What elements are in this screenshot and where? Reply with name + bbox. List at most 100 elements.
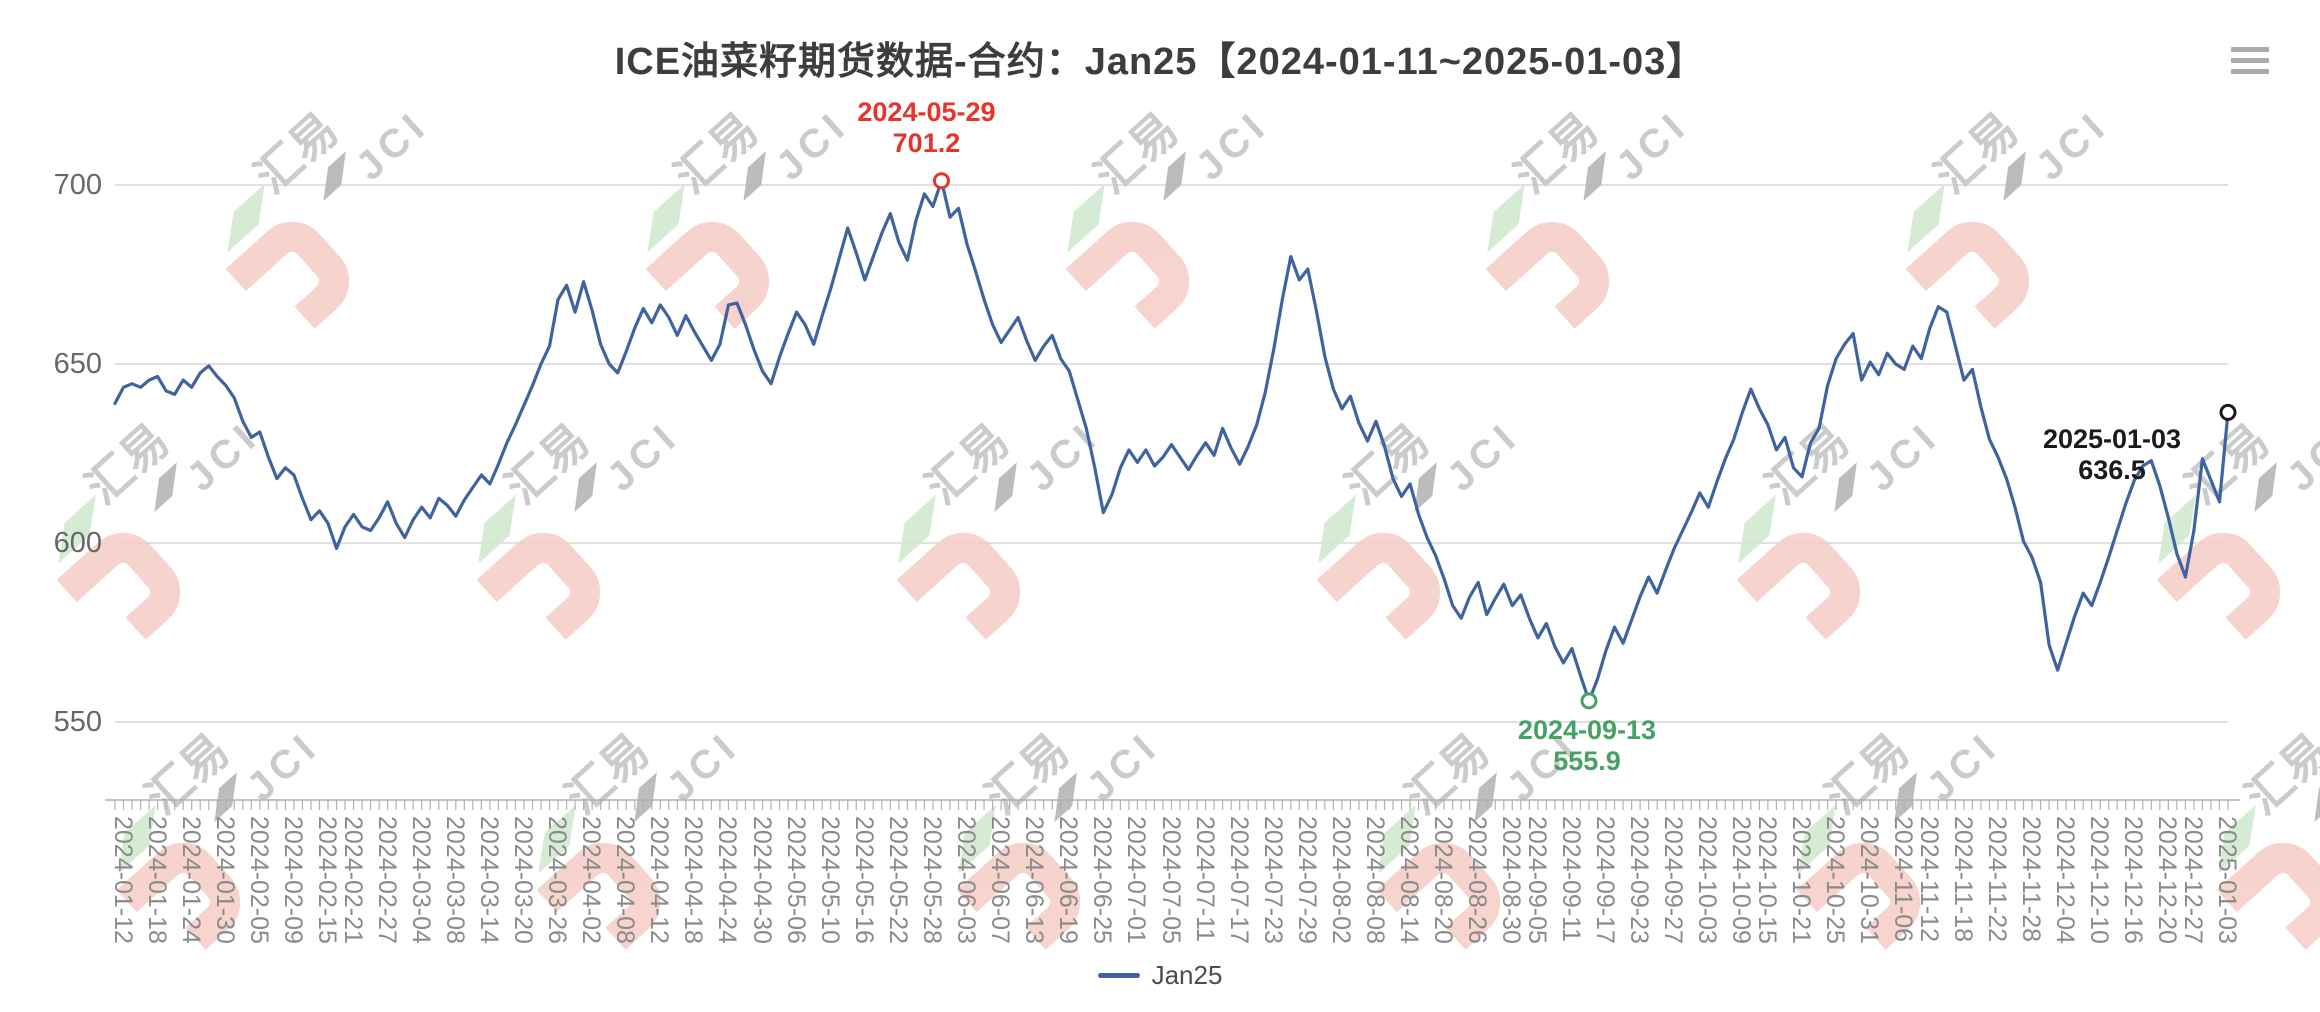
watermark-green-parallelogram bbox=[958, 804, 996, 874]
x-axis-label-2025-01-03: 2025-01-03 bbox=[2213, 816, 2241, 944]
watermark-gray-parallelogram bbox=[2003, 151, 2026, 202]
x-axis-label-2024-08-30: 2024-08-30 bbox=[1497, 816, 1526, 944]
watermark-text-jci: JCI bbox=[2028, 103, 2117, 189]
x-axis-label-2024-02-15: 2024-02-15 bbox=[313, 816, 341, 944]
x-axis-label-2024-05-22: 2024-05-22 bbox=[883, 816, 912, 944]
watermark-text-jci: JCI bbox=[1439, 414, 1528, 500]
watermark-text-jci: JCI bbox=[659, 724, 748, 810]
x-axis-label-2024-10-31: 2024-10-31 bbox=[1855, 816, 1884, 944]
x-axis-label-2024-03-20: 2024-03-20 bbox=[508, 816, 537, 944]
watermark-text-jci: JCI bbox=[1919, 724, 2008, 810]
watermark-text-huiyi: 汇易 bbox=[2236, 724, 2320, 824]
watermark-text-jci: JCI bbox=[1859, 414, 1948, 500]
x-axis-label-2024-09-11: 2024-09-11 bbox=[1556, 816, 1585, 943]
x-axis-label-2024-01-18: 2024-01-18 bbox=[142, 816, 171, 944]
watermark-green-parallelogram bbox=[1487, 183, 1525, 253]
max-point-annotation: 2024-05-29 701.2 bbox=[806, 97, 1046, 159]
watermark-gray-parallelogram bbox=[1414, 462, 1437, 513]
x-axis-label-2024-01-12: 2024-01-12 bbox=[108, 816, 137, 944]
watermark-j-hook-icon bbox=[956, 842, 1081, 950]
x-axis-label-2024-10-21: 2024-10-21 bbox=[1786, 816, 1815, 944]
min-point-marker bbox=[1580, 692, 1598, 710]
max-annotation-value: 701.2 bbox=[892, 127, 961, 158]
x-axis-label-2024-07-05: 2024-07-05 bbox=[1156, 816, 1185, 944]
watermark-j-hook-icon bbox=[2156, 532, 2281, 640]
watermark-gray-parallelogram bbox=[743, 151, 766, 202]
watermark-j-hook-icon bbox=[1905, 221, 2030, 329]
watermark-gray-parallelogram bbox=[1834, 462, 1857, 513]
min-annotation-date: 2024-09-13 bbox=[1517, 714, 1657, 745]
watermark-green-parallelogram bbox=[2158, 494, 2196, 564]
watermark-gray-parallelogram bbox=[1054, 772, 1077, 823]
watermark-green-parallelogram bbox=[2218, 804, 2256, 874]
x-axis-label-2024-09-23: 2024-09-23 bbox=[1625, 816, 1654, 944]
x-axis-label-2024-04-12: 2024-04-12 bbox=[645, 816, 674, 944]
watermark-gray-parallelogram bbox=[1583, 151, 1606, 202]
x-axis-label-2024-04-08: 2024-04-08 bbox=[611, 816, 640, 944]
watermark-j-hook-icon bbox=[56, 532, 181, 640]
watermark-green-parallelogram bbox=[1318, 494, 1356, 564]
x-axis-label-2024-10-15: 2024-10-15 bbox=[1752, 816, 1781, 944]
max-annotation-date: 2024-05-29 bbox=[857, 96, 996, 127]
x-axis-label-2024-08-08: 2024-08-08 bbox=[1360, 816, 1389, 944]
watermark-green-parallelogram bbox=[538, 804, 576, 874]
watermark-green-parallelogram bbox=[647, 183, 685, 253]
watermark-gray-parallelogram bbox=[994, 462, 1017, 513]
watermark-j-hook-icon bbox=[645, 221, 770, 329]
watermark-gray-parallelogram bbox=[634, 772, 657, 823]
watermark-j-hook-icon bbox=[476, 532, 601, 640]
y-axis-label-600: 600 bbox=[53, 527, 102, 559]
x-axis-label-2024-09-05: 2024-09-05 bbox=[1522, 816, 1551, 944]
watermark-gray-parallelogram bbox=[214, 772, 237, 823]
watermark-j-hook-icon bbox=[1376, 842, 1501, 950]
x-axis-label-2024-05-16: 2024-05-16 bbox=[849, 816, 878, 944]
x-axis-label-2024-02-09: 2024-02-09 bbox=[278, 816, 307, 944]
max-point-marker bbox=[932, 172, 950, 190]
x-axis-label-2024-08-20: 2024-08-20 bbox=[1429, 816, 1458, 944]
x-axis-label-2024-04-30: 2024-04-30 bbox=[747, 816, 776, 944]
watermark-gray-parallelogram bbox=[1474, 772, 1497, 823]
min-annotation-value: 555.9 bbox=[1553, 745, 1621, 776]
x-axis-label-2024-11-12: 2024-11-12 bbox=[1914, 816, 1943, 943]
y-axis-label-550: 550 bbox=[53, 706, 102, 738]
chart-title: ICE油菜籽期货数据-合约：Jan25【2024-01-11~2025-01-0… bbox=[614, 41, 1706, 83]
x-axis-label-2024-05-28: 2024-05-28 bbox=[917, 816, 946, 944]
end-point-marker bbox=[2219, 403, 2237, 421]
x-axis-label-2024-07-29: 2024-07-29 bbox=[1292, 816, 1321, 944]
watermark-j-hook-icon bbox=[1065, 221, 1190, 329]
end-annotation-date: 2025-01-03 bbox=[2042, 424, 2182, 455]
menu-bar bbox=[2231, 69, 2269, 74]
watermark-text-jci: JCI bbox=[1188, 103, 1277, 189]
watermark-gray-parallelogram bbox=[1894, 772, 1917, 823]
watermark-green-parallelogram bbox=[478, 494, 516, 564]
menu-bar bbox=[2231, 47, 2269, 52]
watermark-green-parallelogram bbox=[58, 494, 96, 564]
watermark-j-hook-icon bbox=[896, 532, 1021, 640]
watermark-text-jci: JCI bbox=[1608, 103, 1697, 189]
x-axis-label-2024-12-10: 2024-12-10 bbox=[2085, 816, 2114, 944]
x-axis-label-2024-07-11: 2024-07-11 bbox=[1190, 816, 1219, 943]
series-line-jan25[interactable] bbox=[113, 179, 2230, 703]
watermark-j-hook-icon bbox=[2216, 842, 2320, 950]
x-axis-label-2024-11-22: 2024-11-22 bbox=[1982, 816, 2011, 943]
watermark-text-jci: JCI bbox=[1079, 724, 1168, 810]
x-axis-label-2024-09-27: 2024-09-27 bbox=[1659, 816, 1688, 944]
x-axis-label-2024-04-18: 2024-04-18 bbox=[679, 816, 708, 944]
x-axis-label-2024-04-24: 2024-04-24 bbox=[713, 816, 742, 944]
watermark-gray-parallelogram bbox=[2254, 462, 2277, 513]
watermark-green-parallelogram bbox=[1378, 804, 1416, 874]
x-axis-label-2024-05-10: 2024-05-10 bbox=[815, 816, 844, 944]
legend-item-jan25[interactable]: Jan25 bbox=[0, 960, 2320, 991]
x-axis-label-2024-07-23: 2024-07-23 bbox=[1258, 816, 1287, 944]
min-point-annotation: 2024-09-13 555.9 bbox=[1467, 715, 1707, 777]
hamburger-menu-icon[interactable] bbox=[2231, 47, 2271, 77]
x-axis-label-2024-12-16: 2024-12-16 bbox=[2119, 816, 2148, 944]
